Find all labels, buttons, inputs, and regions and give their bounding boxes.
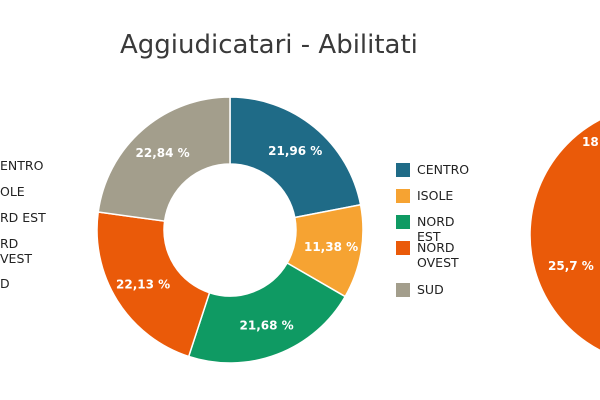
left-legend-label: OLE <box>0 184 25 199</box>
slice-value-label: 25,7 % <box>548 259 594 273</box>
pie-slice <box>229 96 362 219</box>
left-legend-label: RD EST <box>0 210 46 225</box>
pie-slice <box>187 262 347 364</box>
slice-value-label: 21,68 % <box>240 319 294 333</box>
legend-item: CENTRO <box>396 162 469 177</box>
legend-swatch <box>396 283 410 297</box>
left-legend-label: D <box>0 276 10 291</box>
second-pie-chart: 18 25,7 % <box>529 118 600 352</box>
legend-swatch <box>396 215 410 229</box>
left-legend-label: RD <box>0 236 19 251</box>
pie-slice <box>96 211 211 358</box>
legend-item: NORD OVEST <box>396 240 459 270</box>
legend-label: SUD <box>417 282 444 297</box>
slice-value-label: 21,96 % <box>268 144 322 158</box>
legend-label: NORD EST <box>417 214 455 244</box>
legend-item: ISOLE <box>396 188 453 203</box>
pie-slice <box>529 118 600 352</box>
chart-title: Aggiudicatari - Abilitati <box>120 30 418 60</box>
legend-item: SUD <box>396 282 444 297</box>
legend-label: NORD OVEST <box>417 240 459 270</box>
left-legend-label: ENTRO <box>0 158 44 173</box>
slice-value-label: 22,84 % <box>136 146 190 160</box>
slice-value-label: 11,38 % <box>304 240 358 254</box>
legend-item: NORD EST <box>396 214 455 244</box>
legend-swatch <box>396 241 410 255</box>
pie-slice <box>97 96 231 222</box>
slice-value-label: 18 <box>582 135 599 149</box>
legend-swatch <box>396 163 410 177</box>
legend-swatch <box>396 189 410 203</box>
legend-label: ISOLE <box>417 188 454 203</box>
legend-label: CENTRO <box>417 162 470 177</box>
slice-value-label: 22,13 % <box>116 277 170 291</box>
left-legend-label: VEST <box>0 251 33 266</box>
